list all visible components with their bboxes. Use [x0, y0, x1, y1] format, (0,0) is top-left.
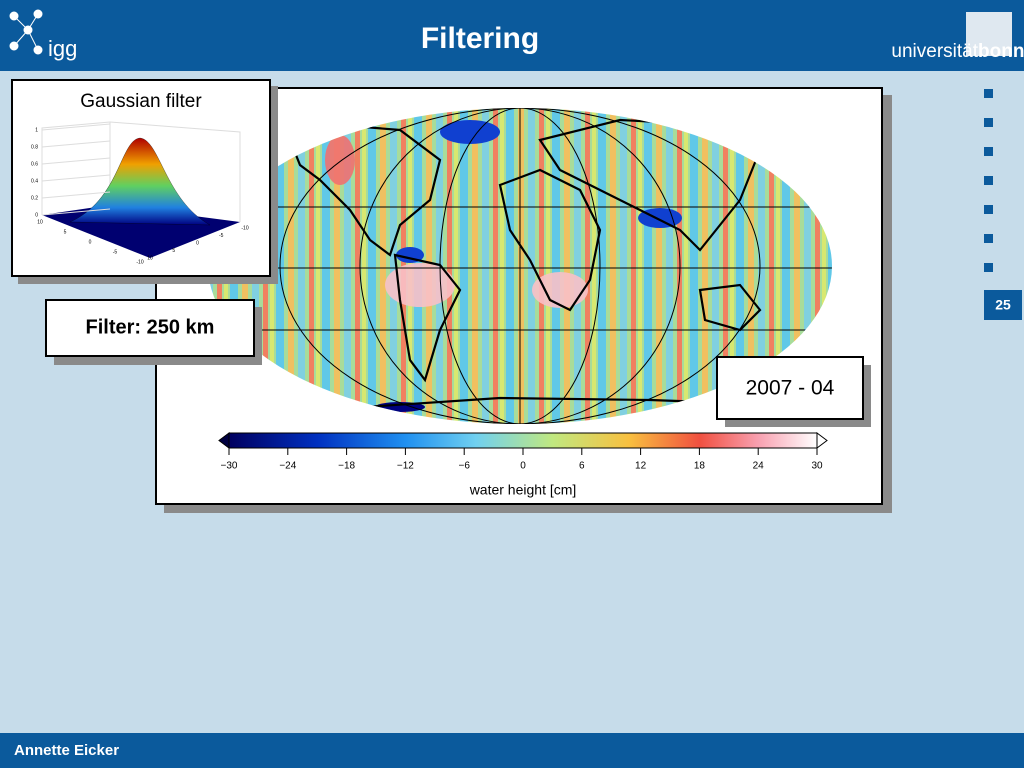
logo-text: universität — [891, 41, 978, 62]
logo-emblem — [966, 12, 1012, 56]
tick-label: −18 — [338, 461, 355, 472]
tick-label: -10 — [136, 259, 143, 265]
header-bar — [0, 0, 1024, 71]
tick-label: -5 — [219, 233, 224, 239]
logo-text: bonn — [978, 41, 1024, 62]
grid-line — [41, 123, 111, 131]
tick-label: 1 — [35, 127, 38, 133]
slide-number: 25 — [995, 297, 1011, 313]
tick-label: −12 — [397, 461, 414, 472]
grid-line — [41, 208, 111, 216]
logo-text: igg — [48, 36, 77, 61]
grid-line — [41, 174, 111, 182]
tick-label: 10 — [147, 255, 153, 261]
tick-label: -5 — [113, 249, 118, 255]
label-box — [716, 356, 864, 420]
colorbar-end — [816, 432, 828, 449]
tick-label: 30 — [811, 461, 823, 472]
tick-label: −30 — [221, 461, 238, 472]
grid-line — [41, 157, 111, 165]
tick-label: 0 — [89, 239, 92, 245]
tick-label: −24 — [279, 461, 296, 472]
nav-squares — [984, 89, 993, 272]
tick-label: 18 — [694, 461, 706, 472]
tick-label: 12 — [635, 461, 647, 472]
colorbar — [228, 432, 818, 449]
tick-label: 6 — [579, 461, 585, 472]
tick-label: −6 — [458, 461, 470, 472]
tick-label: 5 — [172, 248, 175, 254]
tick-label: 0.6 — [31, 161, 38, 167]
tick-label: 0.2 — [31, 195, 38, 201]
tick-label: 24 — [753, 461, 765, 472]
panel-title: Gaussian filter — [80, 91, 202, 112]
label-box — [45, 299, 255, 357]
logo-dots — [9, 9, 43, 55]
tick-label: -10 — [241, 225, 248, 231]
tick-label: 0 — [196, 240, 199, 246]
tick-label: 0 — [35, 212, 38, 218]
footer-bar — [0, 733, 1024, 768]
slide-title: Filtering — [421, 22, 539, 55]
footer-author: Annette Eicker — [14, 742, 119, 759]
grid-line — [41, 191, 111, 199]
tick-label: 0.4 — [31, 178, 38, 184]
colorbar-end — [218, 432, 230, 449]
tick-label: 0 — [520, 461, 526, 472]
grid-line — [41, 140, 111, 148]
date-label: 2007 - 04 — [746, 377, 835, 400]
filter-label: Filter: 250 km — [86, 316, 215, 338]
tick-label: 0.8 — [31, 144, 38, 150]
tick-label: 10 — [37, 219, 43, 225]
colorbar-label: water height [cm] — [469, 482, 577, 498]
tick-label: 5 — [64, 229, 67, 235]
slide-number-box — [984, 290, 1022, 320]
